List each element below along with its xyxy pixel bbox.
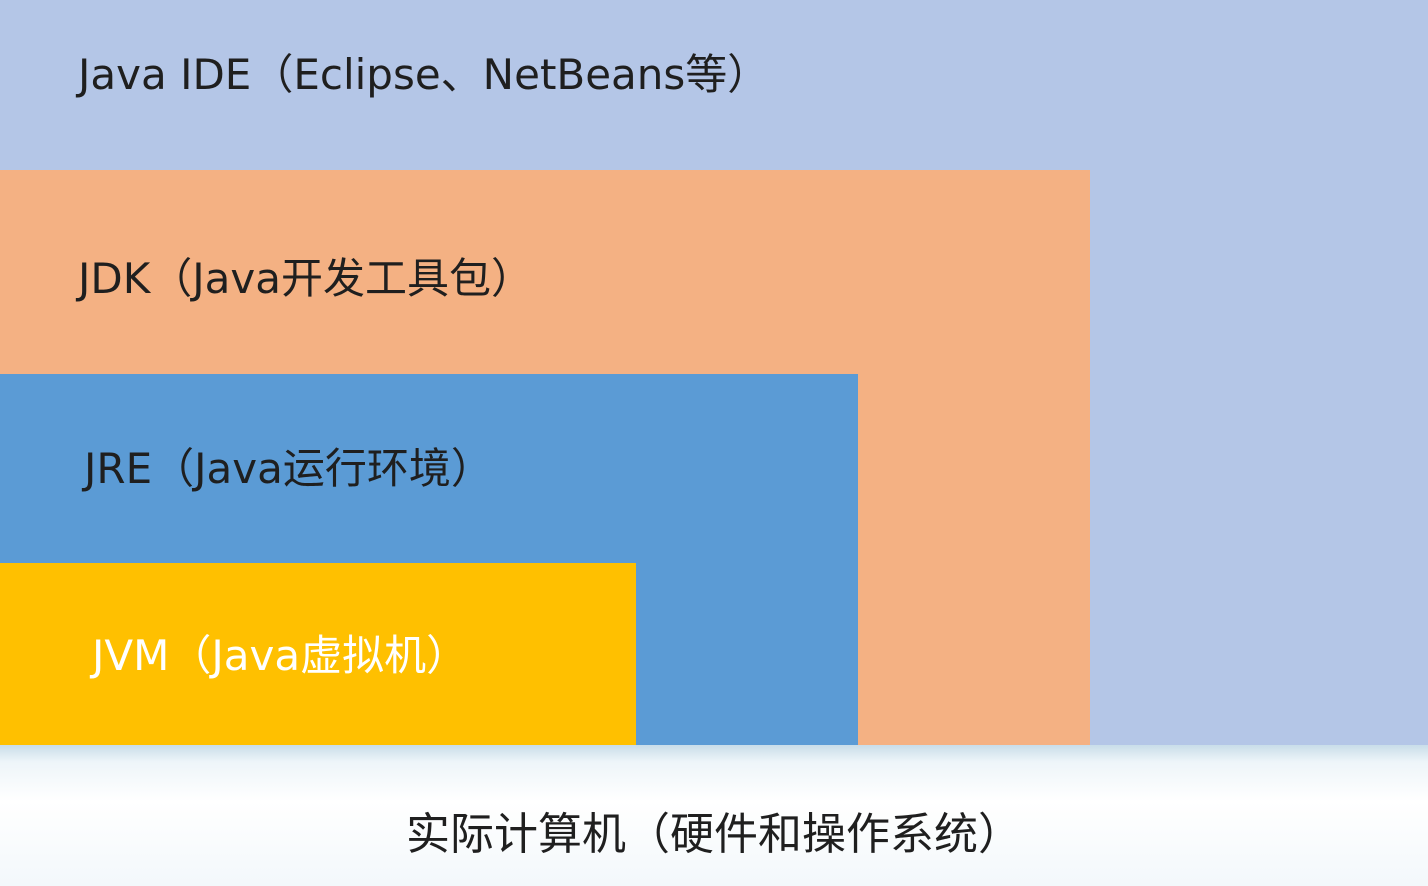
jdk-label: JDK（Java开发工具包） <box>78 254 533 303</box>
java-ide-label: Java IDE（Eclipse、NetBeans等） <box>78 50 770 99</box>
jre-label: JRE（Java运行环境） <box>84 444 493 493</box>
jvm-layer: JVM（Java虚拟机） <box>0 563 636 745</box>
hardware-os-label: 实际计算机（硬件和操作系统） <box>406 809 1022 860</box>
hardware-os-layer: 实际计算机（硬件和操作系统） <box>0 745 1428 886</box>
jvm-label: JVM（Java虚拟机） <box>92 631 469 680</box>
